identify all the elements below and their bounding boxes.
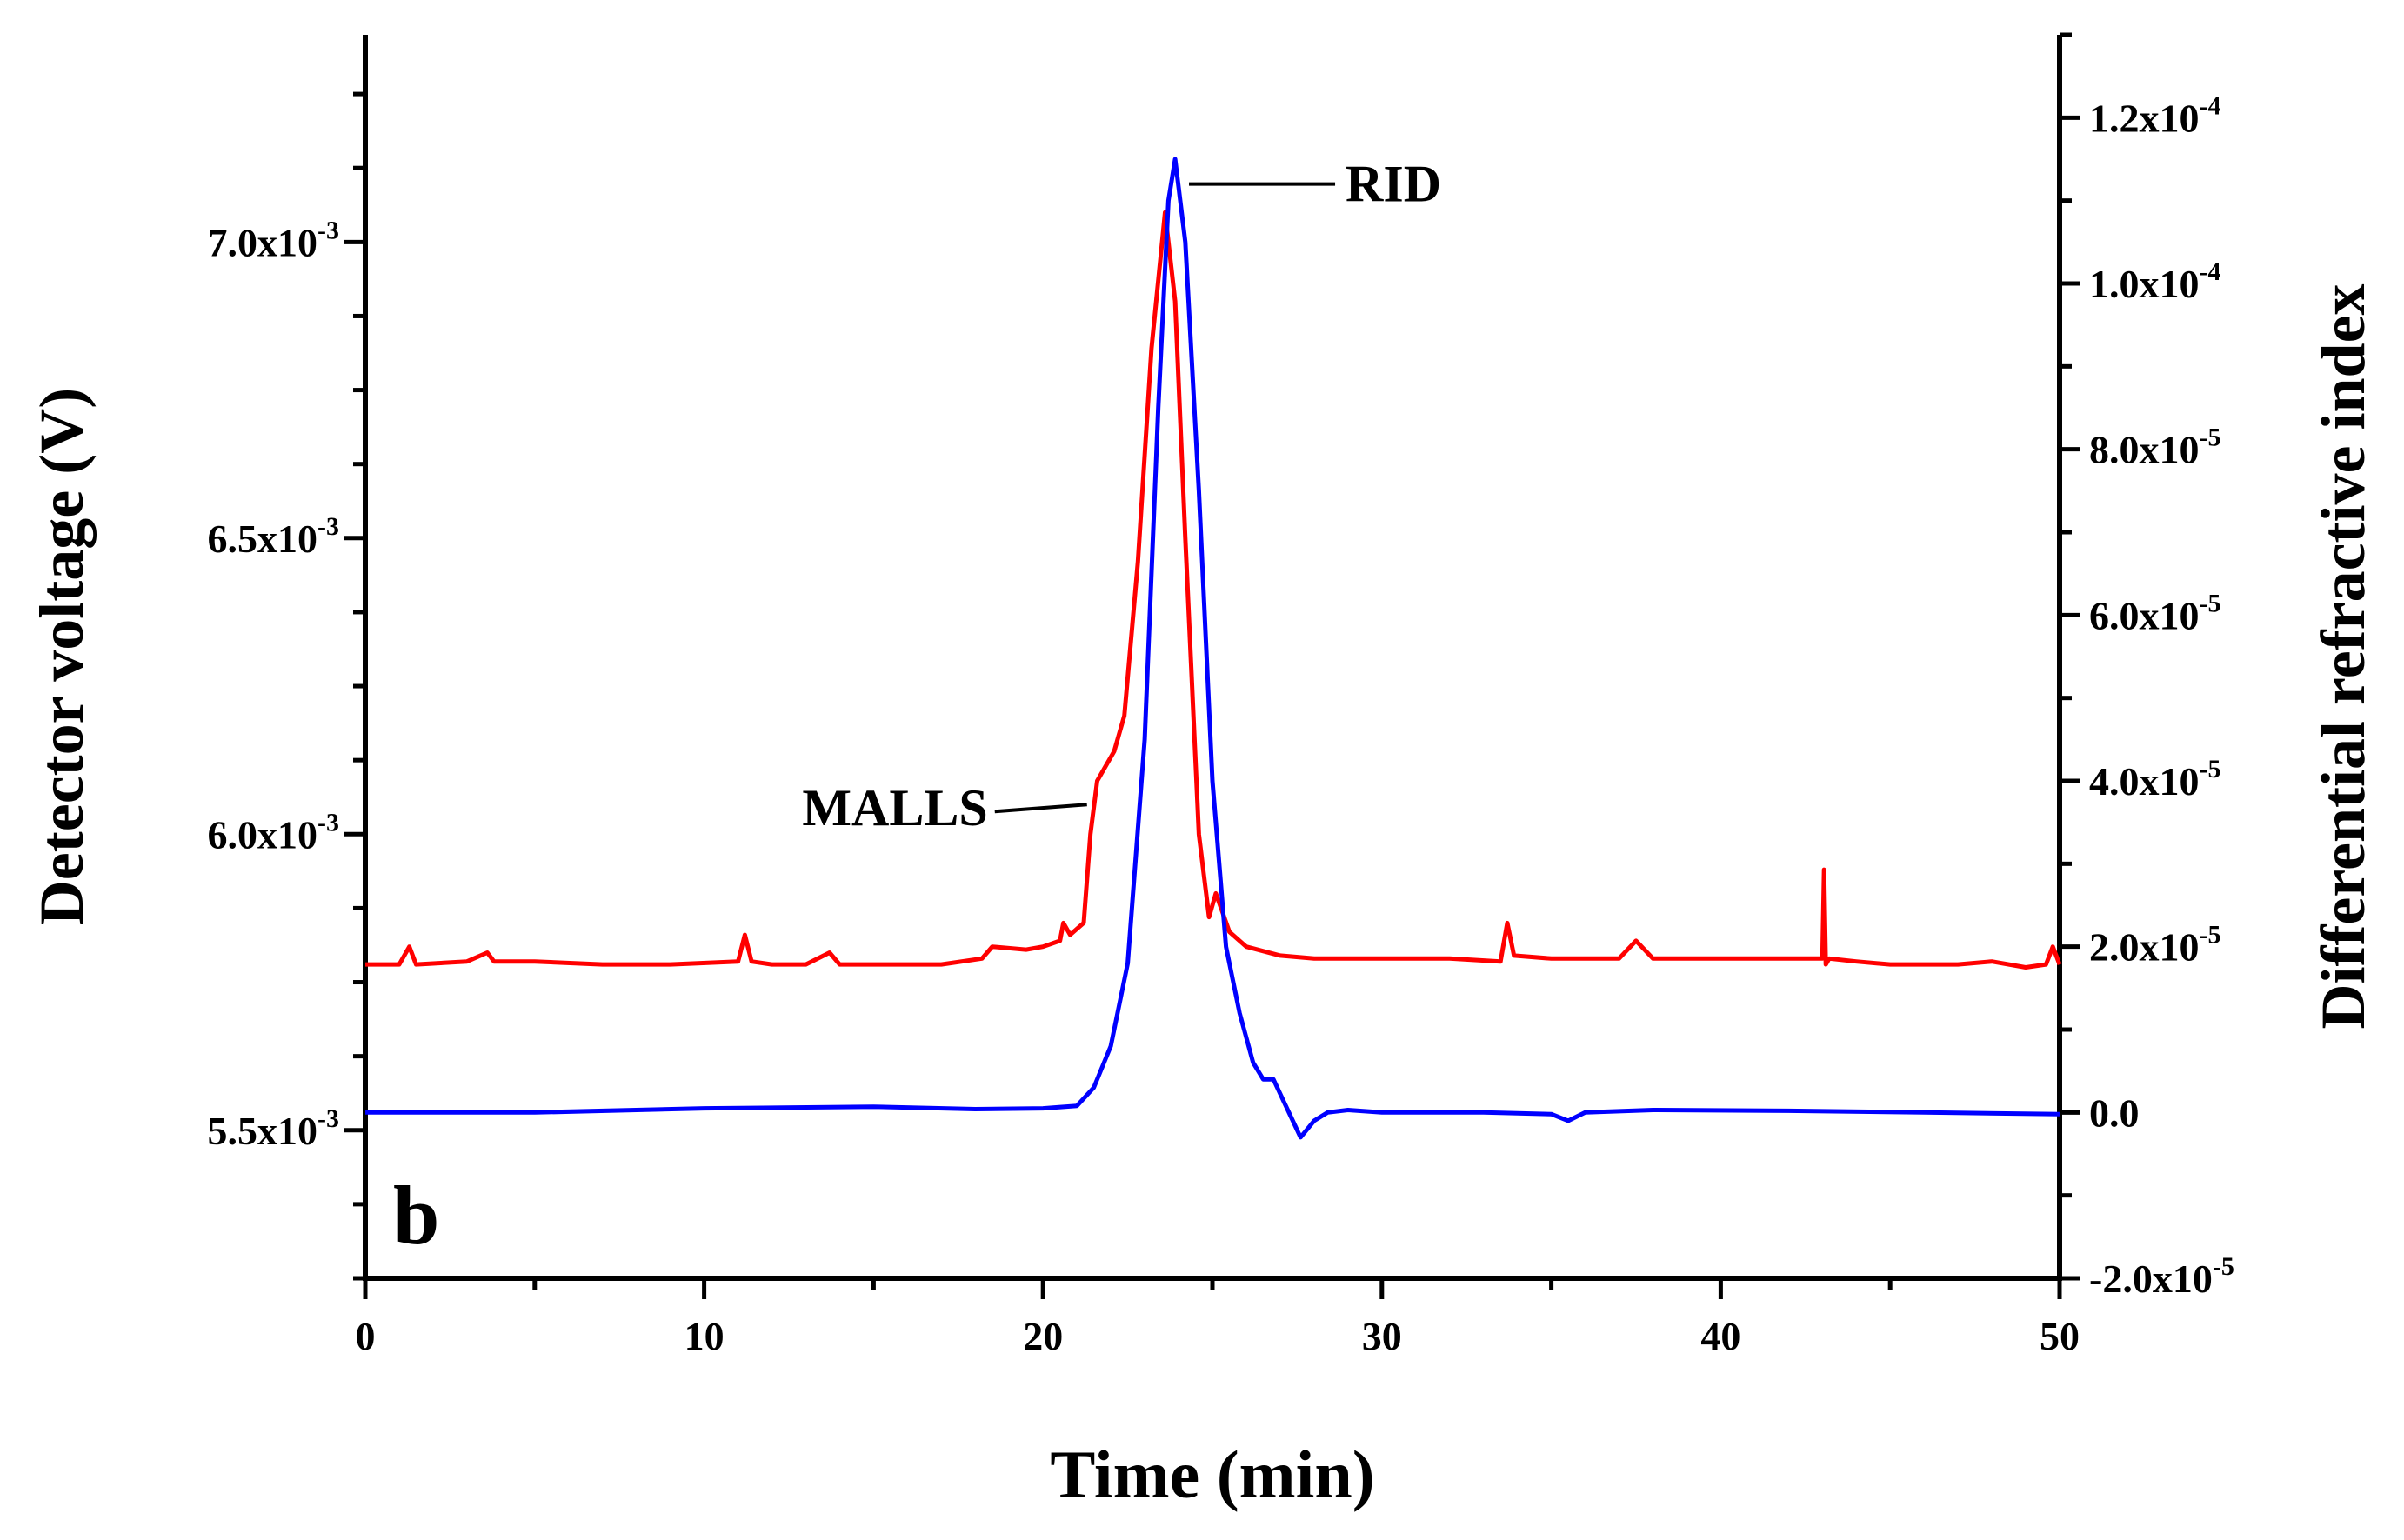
x-tick-label: 10: [684, 1314, 725, 1358]
y-right-tick-label: 1.2x10-4: [2089, 91, 2221, 140]
x-tick-label: 40: [1700, 1314, 1740, 1358]
x-tick-label: 30: [1362, 1314, 1402, 1358]
annotations: MALLS RID: [802, 156, 1441, 837]
x-tick-label: 0: [356, 1314, 376, 1358]
x-tick-label: 50: [2040, 1314, 2080, 1358]
y-right-tick-label: 2.0x10-5: [2089, 921, 2221, 970]
y-left-tick-label: 5.5x10-3: [208, 1104, 340, 1153]
panel-label: b: [393, 1169, 439, 1262]
series-line-malls: [365, 210, 2062, 970]
series-layer: [365, 157, 2062, 1140]
series-line-rid: [365, 157, 2060, 1140]
y-right-tick-label: -2.0x10-5: [2089, 1252, 2234, 1301]
y-right-axis-title: Differential refractive index: [2308, 283, 2378, 1029]
annotation-leader-malls: [994, 803, 1087, 814]
axes: [363, 35, 2062, 1281]
y-left-tick-label: 6.0x10-3: [208, 808, 340, 857]
annotation-rid: RID: [1346, 156, 1441, 213]
y-right-tick-label: 8.0x10-5: [2089, 423, 2221, 472]
y-left-tick-label: 7.0x10-3: [208, 216, 340, 264]
ticks: 0 10 20 30 40 50 5.5x10-3 6.0x10-3 6.5x10-3 7.0x1…: [208, 32, 2234, 1358]
y-left-tick-label: 6.5x10-3: [208, 512, 340, 561]
y-left-axis-title: Detector voltage (V): [27, 388, 97, 925]
labels: Time (min) Detector voltage (V) Differenti…: [27, 283, 2378, 1512]
annotation-malls: MALLS: [802, 779, 987, 837]
y-right-tick-label: 6.0x10-5: [2089, 589, 2221, 637]
y-right-tick-label: 4.0x10-5: [2089, 755, 2221, 803]
y-right-tick-label: 1.0x10-4: [2089, 257, 2221, 306]
x-tick-label: 20: [1023, 1314, 1063, 1358]
x-axis-title: Time (min): [1050, 1437, 1374, 1512]
y-right-tick-label: 0.0: [2089, 1090, 2140, 1135]
